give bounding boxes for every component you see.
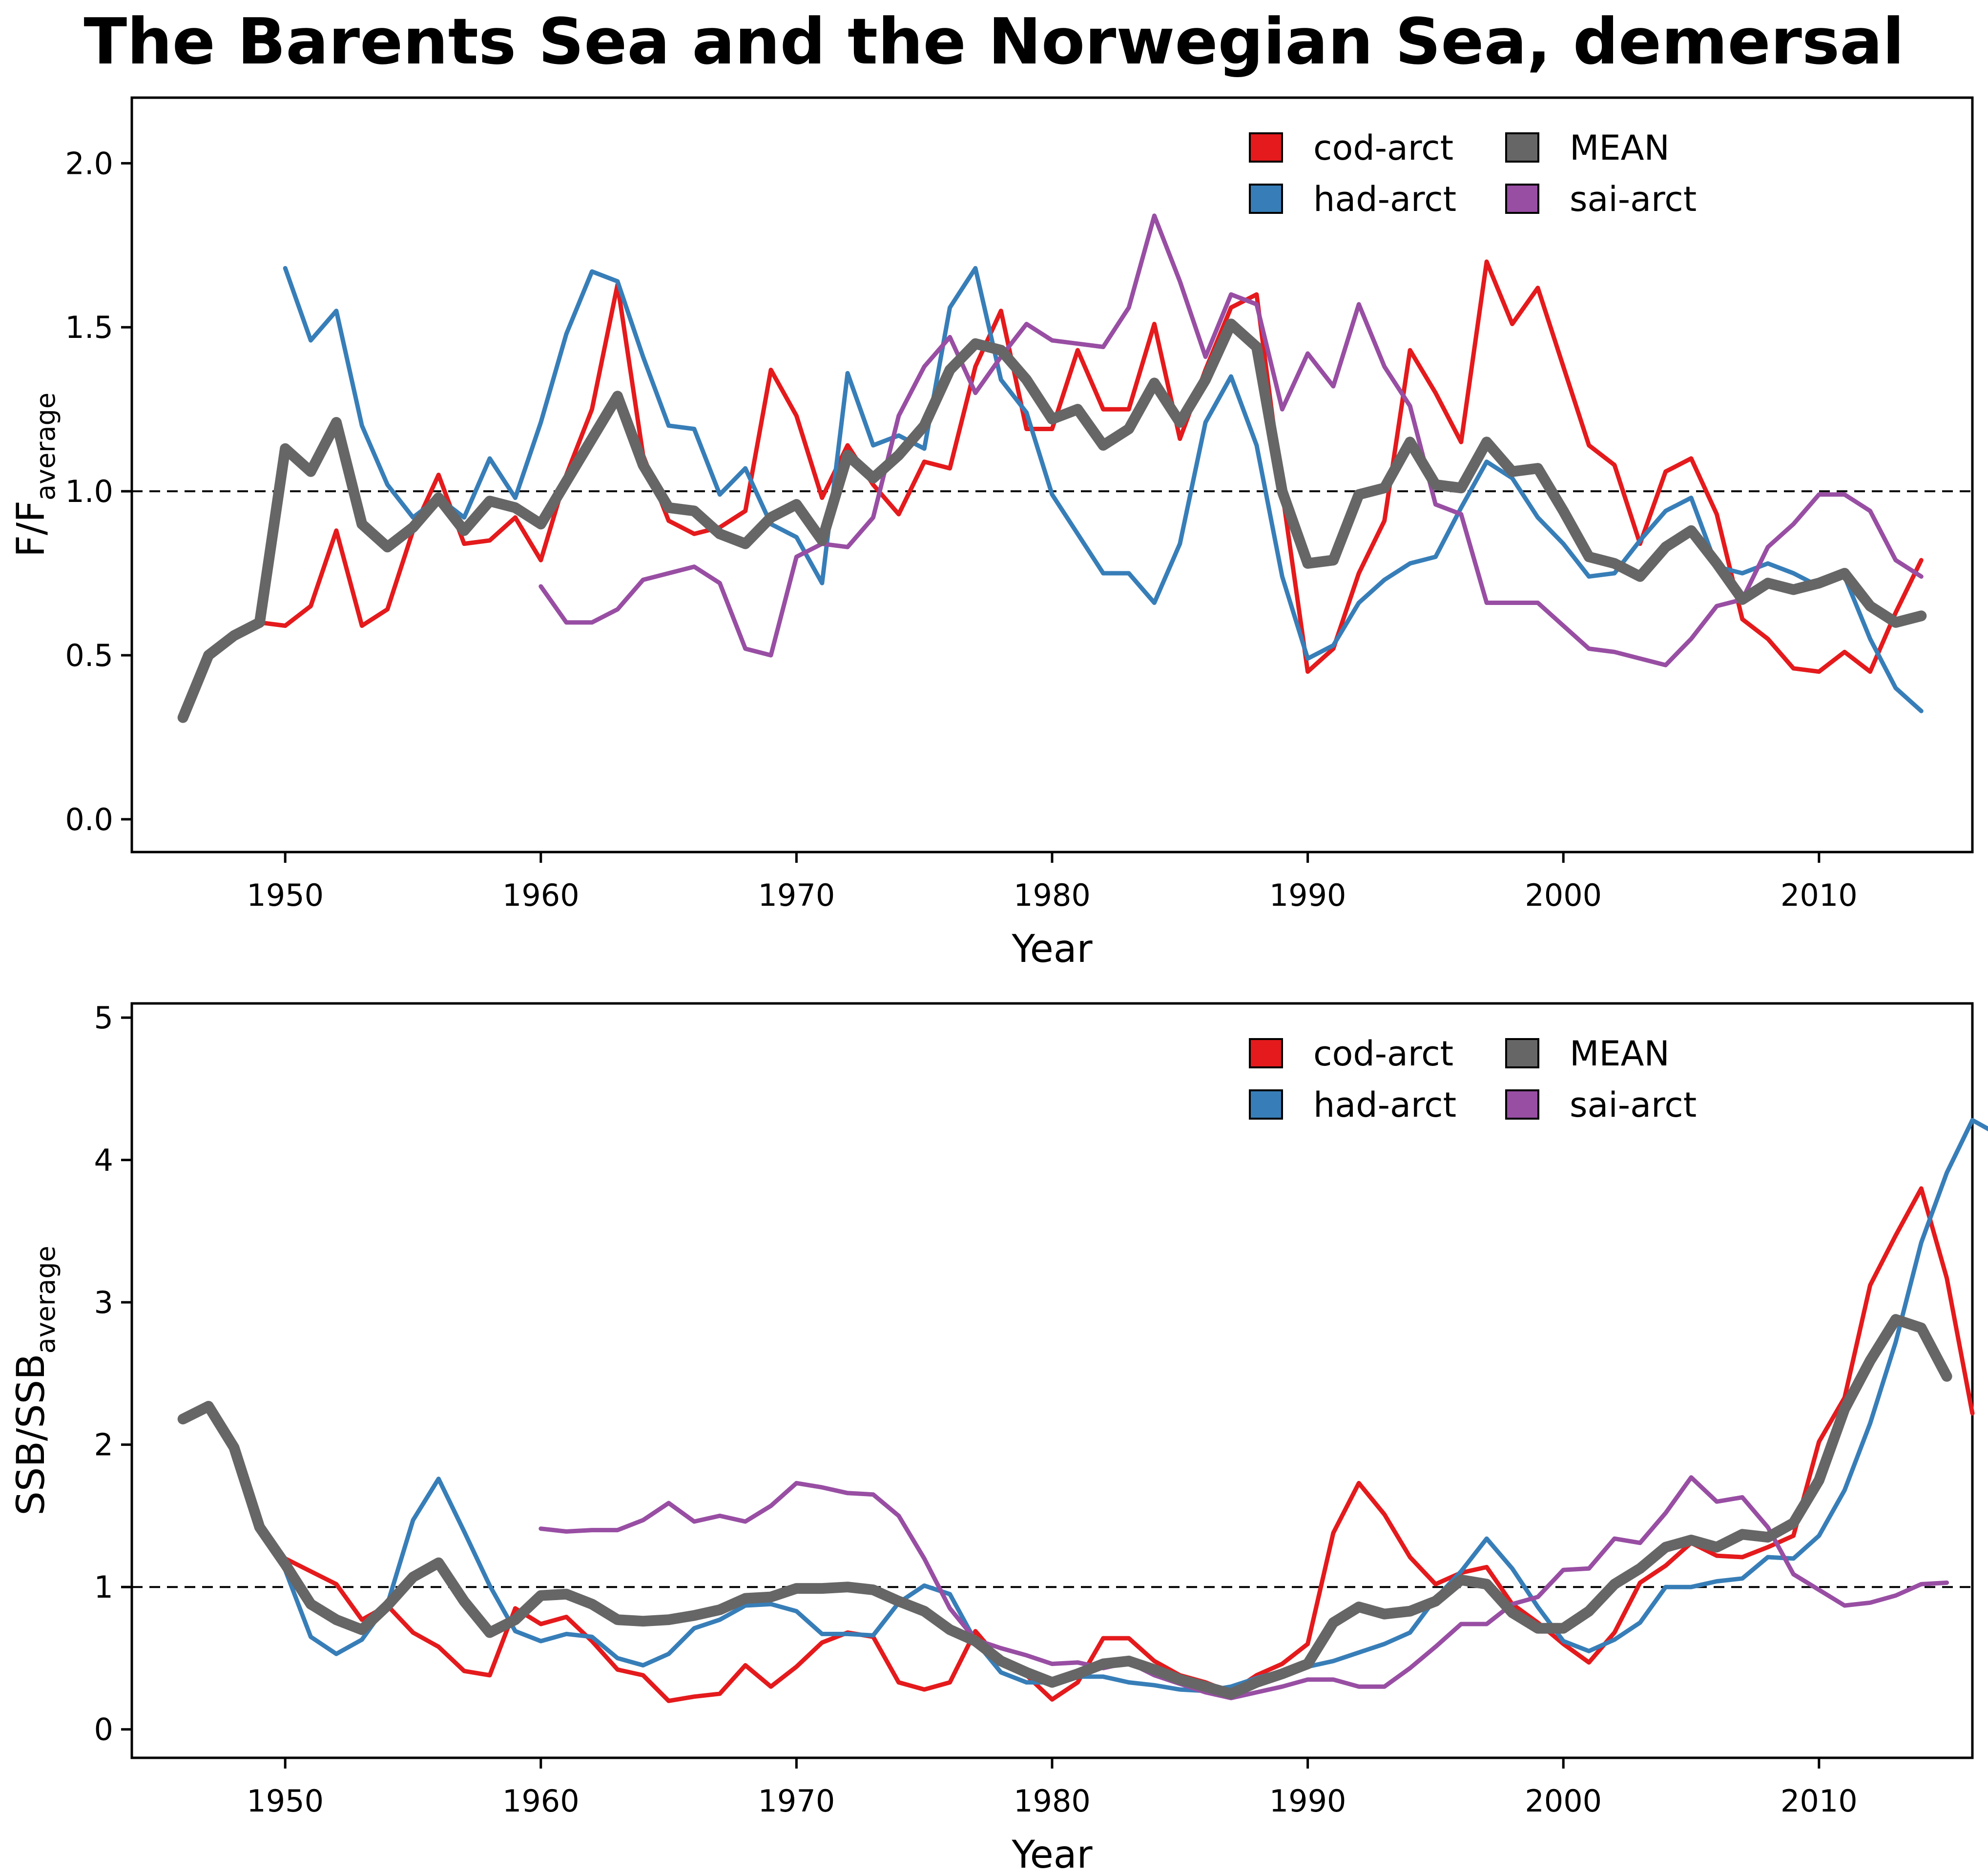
legend-swatch [1505,184,1539,214]
series-line-sai-arct [538,213,1924,667]
y-tick-label: 2.0 [65,146,113,181]
series-line-mean [177,318,1927,723]
y-tick-label: 0.0 [65,802,113,837]
y-tick-label: 1.0 [65,474,113,509]
legend-swatch [1505,1089,1539,1120]
legend-swatch [1505,132,1539,163]
x-tick-label: 1970 [758,1783,835,1819]
series-line-had-arct [283,266,1924,713]
y-tick-label: 1.5 [65,310,113,345]
x-axis-label: Year [1011,927,1093,971]
x-tick-label: 2010 [1781,1783,1858,1819]
y-tick-label: 0.5 [65,638,113,673]
series-line-had-arct [181,1118,1988,1693]
legend-label: had-arct [1313,1085,1456,1125]
legend-swatch [1249,132,1283,163]
x-tick-label: 1950 [247,1783,324,1819]
legend-swatch [1249,184,1283,214]
series-line-sai-arct [538,1475,1949,1701]
series-line-cod-arct [181,1186,1975,1703]
legend-label: sai-arct [1570,179,1697,219]
x-tick-label: 1960 [502,1783,580,1819]
x-tick-label: 1980 [1014,877,1091,913]
legend-label: cod-arct [1313,1034,1453,1074]
legend-swatch [1505,1038,1539,1068]
x-tick-label: 1990 [1269,1783,1346,1819]
y-axis-label: SSB/SSBaverage [9,1246,61,1515]
legend-label: MEAN [1570,128,1670,168]
legend-swatch [1249,1038,1283,1068]
y-tick-label: 3 [94,1285,113,1320]
x-tick-label: 2010 [1781,877,1858,913]
x-tick-label: 1980 [1014,1783,1091,1819]
series-line-mean [177,1314,1952,1699]
y-tick-label: 2 [94,1427,113,1463]
figure-title: The Barents Sea and the Norwegian Sea, d… [83,4,1905,79]
legend-label: cod-arct [1313,128,1453,168]
x-tick-label: 1970 [758,877,835,913]
y-axis-label: F/Faverage [9,393,61,557]
legend-label: had-arct [1313,179,1456,219]
x-tick-label: 1950 [247,877,324,913]
ssb-panel: 0 1 2 3 4 5 1950 1960 1970 1980 1990 2000 2010 Year SS… [9,1000,1988,1875]
x-axis-label: Year [1011,1833,1093,1875]
f-panel: 0.0 0.5 1.0 1.5 2.0 1950 1960 1970 1980 1990 2000 2… [9,96,1974,971]
y-tick-label: 1 [94,1569,113,1605]
x-tick-label: 2000 [1525,1783,1602,1819]
x-tick-label: 1960 [502,877,580,913]
y-tick-label: 5 [94,1000,113,1036]
series-line-cod-arct [181,259,1924,720]
x-tick-label: 1990 [1269,877,1346,913]
x-tick-label: 2000 [1525,877,1602,913]
legend-label: MEAN [1570,1034,1670,1074]
legend-label: sai-arct [1570,1085,1697,1125]
y-tick-label: 4 [94,1143,113,1178]
y-tick-label: 0 [94,1712,113,1748]
legend-swatch [1249,1089,1283,1120]
